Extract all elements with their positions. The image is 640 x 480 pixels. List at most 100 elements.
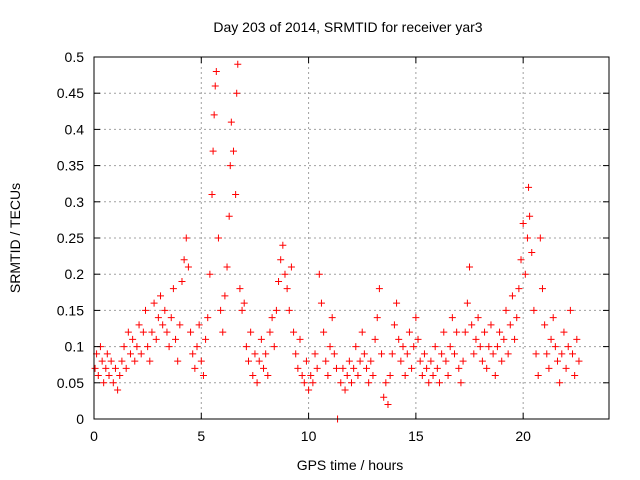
y-tick-label: 0.25 <box>57 230 84 246</box>
data-point <box>350 364 358 372</box>
data-point <box>300 379 308 387</box>
data-point <box>412 314 420 322</box>
data-point <box>238 306 246 314</box>
data-point <box>260 364 268 372</box>
data-point <box>217 306 225 314</box>
data-point <box>440 328 448 336</box>
data-point <box>212 67 220 75</box>
data-point <box>275 277 283 285</box>
data-point <box>208 191 216 199</box>
data-point <box>219 328 227 336</box>
data-point <box>569 350 577 358</box>
data-point <box>111 364 119 372</box>
data-point <box>504 350 512 358</box>
data-point <box>433 364 441 372</box>
data-point <box>332 364 340 372</box>
data-point <box>317 299 325 307</box>
y-tick-label: 0.1 <box>65 339 85 355</box>
data-point <box>547 335 555 343</box>
data-point <box>129 335 137 343</box>
data-point <box>337 379 345 387</box>
data-point <box>202 335 210 343</box>
data-point <box>328 314 336 322</box>
data-point <box>165 343 173 351</box>
data-point <box>270 343 278 351</box>
data-point <box>232 191 240 199</box>
data-point <box>214 234 222 242</box>
data-point <box>133 343 141 351</box>
data-point <box>397 357 405 365</box>
data-point <box>506 321 514 329</box>
data-point <box>189 350 197 358</box>
data-point <box>498 357 506 365</box>
data-point <box>290 328 298 336</box>
data-point <box>528 248 536 256</box>
y-tick-label: 0.3 <box>65 194 85 210</box>
data-point <box>573 335 581 343</box>
data-point <box>240 299 248 307</box>
data-point <box>91 364 99 372</box>
chart-title: Day 203 of 2014, SRMTID for receiver yar… <box>213 19 482 35</box>
data-point <box>536 234 544 242</box>
data-point <box>279 241 287 249</box>
data-point <box>249 372 257 380</box>
data-point <box>103 350 111 358</box>
data-point <box>272 306 280 314</box>
data-point <box>109 379 117 387</box>
data-point <box>380 393 388 401</box>
data-point <box>446 343 454 351</box>
data-point <box>204 314 212 322</box>
data-point <box>393 299 401 307</box>
data-point <box>390 321 398 329</box>
data-point <box>268 314 276 322</box>
data-point <box>403 350 411 358</box>
data-point <box>399 343 407 351</box>
data-point <box>150 299 158 307</box>
data-point <box>431 343 439 351</box>
data-point <box>395 335 403 343</box>
data-point <box>253 379 261 387</box>
data-point <box>493 343 501 351</box>
data-point <box>466 263 474 271</box>
data-point <box>114 386 122 394</box>
data-point <box>277 256 285 264</box>
x-tick-label: 10 <box>301 428 317 444</box>
data-point <box>425 379 433 387</box>
data-point <box>330 350 338 358</box>
data-point <box>182 234 190 242</box>
data-point <box>468 321 476 329</box>
data-point <box>206 270 214 278</box>
data-point <box>225 212 233 220</box>
data-point <box>309 379 317 387</box>
data-point <box>315 270 323 278</box>
data-point <box>472 335 480 343</box>
data-point <box>354 372 362 380</box>
data-point <box>410 343 418 351</box>
data-point <box>236 285 244 293</box>
data-point <box>571 372 579 380</box>
data-point <box>324 372 332 380</box>
data-point <box>199 372 207 380</box>
data-point <box>566 306 574 314</box>
data-point <box>305 386 313 394</box>
data-point <box>172 335 180 343</box>
y-tick-label: 0.35 <box>57 158 84 174</box>
data-point <box>174 357 182 365</box>
data-point <box>197 357 205 365</box>
data-point <box>408 364 416 372</box>
data-point <box>500 335 508 343</box>
data-point <box>435 379 443 387</box>
data-point <box>313 364 321 372</box>
data-point <box>442 357 450 365</box>
data-point <box>485 343 493 351</box>
data-point <box>242 343 250 351</box>
data-point <box>369 372 377 380</box>
data-point <box>144 343 152 351</box>
data-point <box>233 89 241 97</box>
data-point <box>159 321 167 329</box>
data-point <box>120 343 128 351</box>
data-point <box>523 234 531 242</box>
data-point <box>560 328 568 336</box>
data-point <box>348 379 355 387</box>
data-point <box>184 263 192 271</box>
